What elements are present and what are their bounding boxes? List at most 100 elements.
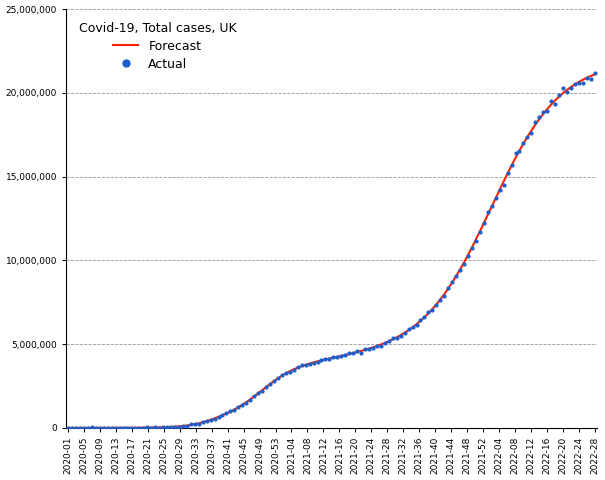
Point [305, 360, 315, 368]
Point [174, 423, 184, 431]
Point [384, 337, 394, 345]
Point [376, 342, 386, 350]
Point [495, 186, 505, 193]
Point [75, 424, 85, 432]
Point [344, 349, 354, 357]
Point [554, 92, 564, 99]
Point [400, 329, 410, 337]
Point [234, 404, 243, 411]
Point [439, 292, 449, 300]
Point [471, 237, 481, 244]
Point [123, 424, 132, 432]
Point [526, 129, 536, 137]
Point [309, 359, 318, 367]
Point [538, 108, 548, 116]
Point [190, 420, 200, 428]
Point [336, 352, 346, 360]
Legend: Forecast, Actual: Forecast, Actual [73, 15, 243, 77]
Point [443, 284, 453, 292]
Point [451, 272, 461, 280]
Point [487, 202, 497, 210]
Point [237, 402, 247, 409]
Point [463, 252, 473, 259]
Point [590, 70, 600, 77]
Point [436, 296, 445, 304]
Point [566, 84, 576, 92]
Point [206, 416, 215, 423]
Point [166, 423, 176, 431]
Point [534, 114, 544, 121]
Point [372, 342, 382, 350]
Point [341, 351, 350, 359]
Point [79, 424, 89, 432]
Point [146, 424, 156, 432]
Point [285, 368, 295, 375]
Point [265, 381, 275, 388]
Point [447, 278, 457, 286]
Point [455, 266, 465, 274]
Point [479, 219, 489, 227]
Point [329, 353, 338, 361]
Point [523, 133, 532, 141]
Point [253, 389, 263, 397]
Point [273, 374, 283, 382]
Point [67, 424, 77, 432]
Point [64, 424, 73, 432]
Point [103, 424, 113, 432]
Point [467, 244, 477, 252]
Point [483, 208, 492, 216]
Point [360, 346, 370, 353]
Point [475, 228, 485, 236]
Point [186, 420, 195, 428]
Point [562, 88, 572, 96]
Point [198, 418, 208, 426]
Point [518, 139, 528, 147]
Point [411, 321, 421, 328]
Point [162, 423, 172, 431]
Point [424, 309, 433, 316]
Point [408, 323, 417, 331]
Point [99, 424, 108, 432]
Point [182, 422, 192, 430]
Point [388, 335, 397, 342]
Point [249, 392, 259, 400]
Point [368, 344, 378, 351]
Point [396, 332, 405, 339]
Point [420, 313, 430, 321]
Point [586, 75, 595, 83]
Point [281, 369, 290, 377]
Point [131, 424, 140, 432]
Point [257, 387, 267, 395]
Point [507, 162, 517, 169]
Point [293, 363, 302, 371]
Point [428, 306, 437, 313]
Point [139, 424, 148, 432]
Point [154, 424, 164, 432]
Point [95, 424, 105, 432]
Point [210, 415, 220, 423]
Point [301, 361, 310, 369]
Point [241, 399, 251, 407]
Point [91, 424, 100, 432]
Point [126, 424, 136, 432]
Point [194, 420, 203, 427]
Point [574, 79, 584, 87]
Point [277, 372, 287, 379]
Point [324, 355, 334, 362]
Point [364, 345, 374, 352]
Point [202, 418, 212, 425]
Point [491, 194, 500, 202]
Point [106, 424, 116, 432]
Point [515, 147, 525, 155]
Point [348, 349, 358, 357]
Point [582, 74, 592, 82]
Point [352, 347, 362, 355]
Point [246, 396, 255, 404]
Point [380, 339, 390, 347]
Point [214, 413, 223, 421]
Point [221, 409, 231, 417]
Point [269, 378, 279, 385]
Point [570, 80, 580, 88]
Point [83, 424, 93, 432]
Point [459, 260, 469, 268]
